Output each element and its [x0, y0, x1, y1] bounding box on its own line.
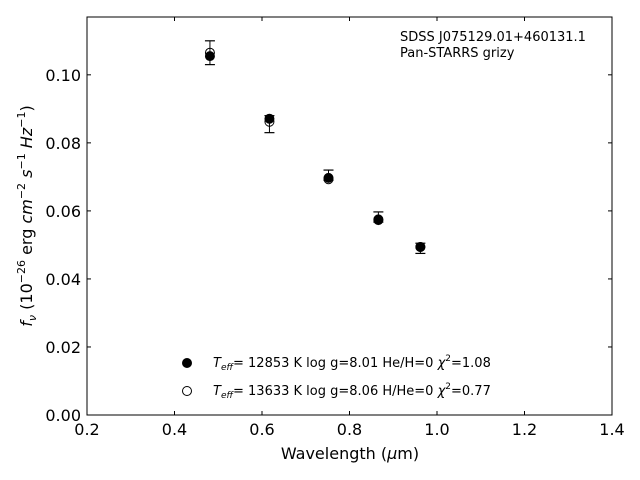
legend-entry-2-chi: =0.77	[451, 384, 491, 399]
legend-marker-open	[182, 386, 192, 396]
x-tick-label: 1.2	[512, 420, 537, 439]
model-point-helium	[204, 47, 215, 58]
x-tick-labels: 0.2 0.4 0.6 0.8 1.0 1.2 1.4	[74, 420, 624, 439]
y-tick-label: 0.10	[45, 66, 81, 85]
y-tick-label: 0.00	[45, 406, 81, 425]
model-point-helium	[373, 215, 384, 226]
x-tick-label: 1.0	[424, 420, 449, 439]
x-tick-label: 0.6	[249, 420, 274, 439]
legend-entry-2: Teff= 13633 K log g=8.06 H/He=0 χ2=0.77	[213, 382, 491, 401]
x-tick-label: 1.4	[599, 420, 624, 439]
model-points	[204, 47, 426, 252]
legend-entry-2-value: = 13633 K log g=8.06 H/He=0	[233, 384, 438, 399]
y-tick-label: 0.06	[45, 202, 81, 221]
model-point-helium	[415, 241, 426, 252]
legend-entry-1-value: = 12853 K log g=8.01 He/H=0	[233, 356, 438, 371]
y-tick-label: 0.02	[45, 338, 81, 357]
x-axis-label: Wavelength (μm)	[281, 444, 419, 463]
x-tick-label: 0.8	[337, 420, 362, 439]
annotation-object: SDSS J075129.01+460131.1	[400, 30, 586, 45]
x-tick-label: 0.4	[162, 420, 187, 439]
y-axis-label: fν (10−26 erg cm−2 s−1 Hz−1)	[15, 105, 39, 326]
model-point-hydrogen	[204, 51, 215, 62]
legend-entry-1: Teff= 12853 K log g=8.01 He/H=0 χ2=1.08	[213, 354, 491, 373]
y-tick-label: 0.08	[45, 134, 81, 153]
error-bars	[204, 40, 426, 255]
model-point-helium	[264, 116, 275, 127]
model-point-hydrogen	[264, 113, 275, 124]
legend-entry-1-chi: =1.08	[451, 356, 491, 371]
x-tick-label: 0.2	[74, 420, 99, 439]
axis-ticks	[86, 17, 613, 416]
legend-marker-filled	[182, 358, 192, 368]
y-tick-labels: 0.00 0.02 0.04 0.06 0.08 0.10	[45, 66, 81, 425]
model-point-helium	[323, 174, 334, 185]
legend: Teff= 12853 K log g=8.01 He/H=0 χ2=1.08 …	[182, 354, 491, 401]
annotation-filters: Pan-STARRS grizy	[400, 46, 515, 61]
y-tick-label: 0.04	[45, 270, 81, 289]
